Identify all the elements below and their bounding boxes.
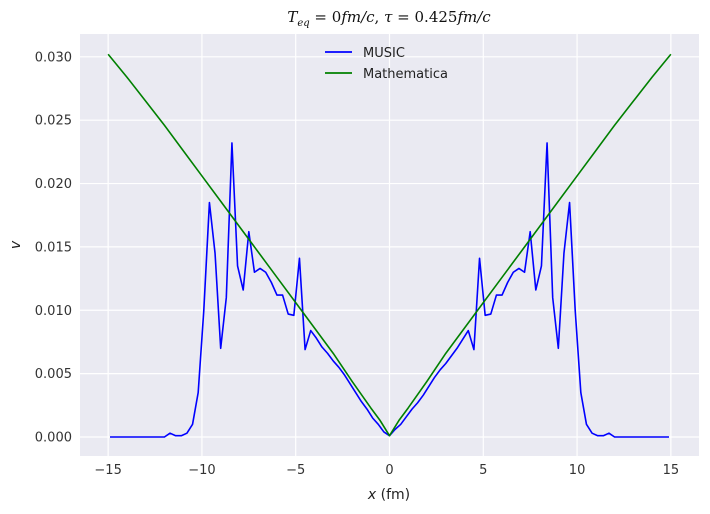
x-tick-label: −5: [286, 463, 305, 478]
x-tick-label: 15: [663, 463, 680, 478]
y-tick-label: 0.015: [35, 240, 72, 255]
series-layer: [107, 53, 672, 438]
y-tick-label: 0.005: [35, 367, 72, 382]
y-tick-label: 0.010: [35, 304, 72, 319]
y-tick-label: 0.025: [35, 114, 72, 129]
y-tick-label: 0.030: [35, 50, 72, 65]
grid: [80, 34, 699, 456]
y-tick-label: 0.000: [35, 430, 72, 445]
y-tick-labels: 0.000 0.005 0.010 0.015 0.020 0.025 0.030: [35, 50, 72, 445]
y-axis-label: v: [8, 240, 24, 249]
x-tick-labels: −15 −10 −5 0 5 10 15: [94, 463, 679, 478]
x-tick-label: 0: [385, 463, 393, 478]
x-tick-label: 5: [479, 463, 487, 478]
x-axis-label: x (fm): [367, 487, 410, 503]
legend-mathematica-label: Mathematica: [363, 67, 448, 82]
chart-title: Teq = 0fm/c, τ = 0.425fm/c: [287, 8, 491, 29]
y-tick-label: 0.020: [35, 177, 72, 192]
x-tick-label: −15: [94, 463, 121, 478]
x-tick-label: −10: [188, 463, 215, 478]
legend-music-label: MUSIC: [363, 46, 405, 61]
x-tick-label: 10: [569, 463, 586, 478]
series-line-mathematica: [107, 53, 672, 437]
legend: MUSIC Mathematica: [325, 46, 448, 82]
